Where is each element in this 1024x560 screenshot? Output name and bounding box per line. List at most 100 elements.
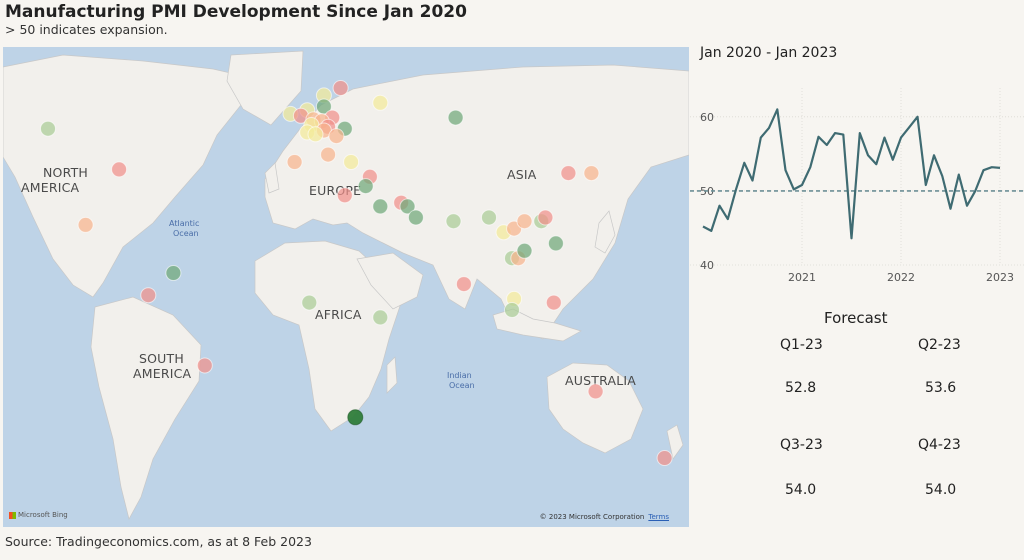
pmi-marker-50[interactable] bbox=[583, 165, 600, 182]
pmi-point-2022-05[interactable] bbox=[932, 153, 937, 158]
pmi-marker-55[interactable] bbox=[656, 450, 673, 466]
x-tick-label-2: 2023 bbox=[986, 271, 1014, 284]
pmi-marker-6[interactable] bbox=[332, 80, 349, 96]
pmi-point-2022-08[interactable] bbox=[956, 172, 961, 177]
pmi-point-2021-07[interactable] bbox=[849, 236, 854, 241]
line-chart-title: Jan 2020 - Jan 2023 bbox=[700, 45, 838, 61]
label-south-america-2: AMERICA bbox=[133, 366, 192, 381]
pmi-point-2022-01[interactable] bbox=[899, 135, 904, 140]
forecast-q4-value: 54.0 bbox=[925, 482, 957, 498]
pmi-point-2020-04[interactable] bbox=[725, 217, 730, 222]
pmi-marker-49[interactable] bbox=[560, 165, 577, 182]
pmi-marker-28[interactable] bbox=[336, 187, 353, 204]
pmi-point-2020-11[interactable] bbox=[783, 168, 788, 173]
pmi-marker-48[interactable] bbox=[545, 294, 562, 311]
label-indian-2: Ocean bbox=[449, 381, 475, 390]
pmi-marker-1[interactable] bbox=[111, 161, 128, 178]
pmi-marker-21[interactable] bbox=[328, 128, 345, 145]
pmi-marker-34[interactable] bbox=[445, 213, 462, 230]
pmi-point-2020-05[interactable] bbox=[734, 187, 739, 192]
land-uk bbox=[264, 162, 280, 194]
pmi-point-2021-02[interactable] bbox=[808, 165, 813, 170]
map-copyright: © 2023 Microsoft Corporation Terms bbox=[540, 513, 669, 521]
pmi-marker-0[interactable] bbox=[40, 120, 56, 137]
pmi-marker-29[interactable] bbox=[372, 198, 389, 215]
pmi-point-2020-01[interactable] bbox=[701, 224, 706, 229]
pmi-marker-23[interactable] bbox=[286, 154, 303, 170]
pmi-point-2022-10[interactable] bbox=[973, 188, 978, 193]
pmi-marker-32[interactable] bbox=[407, 209, 424, 226]
pmi-marker-22[interactable] bbox=[372, 94, 389, 111]
pmi-marker-5[interactable] bbox=[196, 357, 213, 374]
pmi-marker-2[interactable] bbox=[77, 216, 94, 233]
pmi-marker-52[interactable] bbox=[372, 309, 389, 326]
world-map-svg: NORTH AMERICA SOUTH AMERICA EUROPE ASIA … bbox=[3, 50, 689, 520]
pmi-marker-35[interactable] bbox=[455, 276, 472, 293]
pmi-point-2022-11[interactable] bbox=[981, 168, 986, 173]
pmi-point-2020-03[interactable] bbox=[717, 203, 722, 208]
pmi-series-line bbox=[702, 108, 1001, 240]
pmi-point-2022-06[interactable] bbox=[940, 174, 945, 179]
pmi-point-2020-06[interactable] bbox=[742, 160, 747, 165]
pmi-point-2020-12[interactable] bbox=[791, 187, 796, 192]
pmi-marker-24[interactable] bbox=[320, 146, 337, 163]
pmi-point-2020-10[interactable] bbox=[775, 107, 780, 112]
pmi-marker-42[interactable] bbox=[516, 242, 533, 259]
land-north-america bbox=[3, 54, 249, 298]
pmi-point-2022-02[interactable] bbox=[907, 125, 912, 130]
land-masses bbox=[3, 50, 689, 520]
land-arabia bbox=[356, 252, 424, 310]
pmi-point-2020-02[interactable] bbox=[709, 228, 714, 233]
forecast-q2-value: 53.6 bbox=[925, 380, 957, 396]
pmi-point-2022-03[interactable] bbox=[915, 114, 920, 119]
forecast-title: Forecast bbox=[824, 309, 888, 327]
pmi-point-2021-08[interactable] bbox=[857, 131, 862, 136]
pmi-marker-4[interactable] bbox=[140, 287, 157, 304]
pmi-marker-3[interactable] bbox=[165, 265, 182, 281]
pmi-point-2020-09[interactable] bbox=[767, 125, 772, 130]
bing-logo: Microsoft Bing bbox=[9, 511, 68, 519]
pmi-marker-25[interactable] bbox=[343, 154, 360, 170]
pmi-point-2021-03[interactable] bbox=[816, 134, 821, 139]
pmi-point-2022-09[interactable] bbox=[965, 203, 970, 208]
label-atlantic-2: Ocean bbox=[173, 229, 199, 238]
pmi-marker-20[interactable] bbox=[307, 126, 324, 143]
pmi-marker-41[interactable] bbox=[516, 213, 533, 230]
bing-logo-text: Microsoft Bing bbox=[18, 511, 68, 519]
pmi-point-2020-07[interactable] bbox=[750, 178, 755, 183]
pmi-point-2023-01[interactable] bbox=[998, 165, 1003, 170]
pmi-marker-45[interactable] bbox=[547, 235, 564, 252]
pmi-marker-27[interactable] bbox=[357, 178, 374, 195]
pmi-point-2021-09[interactable] bbox=[866, 153, 871, 158]
pmi-point-2021-11[interactable] bbox=[882, 135, 887, 140]
pmi-marker-47[interactable] bbox=[504, 302, 520, 318]
pmi-point-2021-04[interactable] bbox=[824, 142, 829, 147]
pmi-marker-53[interactable] bbox=[347, 409, 364, 426]
world-map[interactable]: NORTH AMERICA SOUTH AMERICA EUROPE ASIA … bbox=[3, 47, 689, 527]
pmi-point-2021-06[interactable] bbox=[841, 132, 846, 137]
source-note: Source: Tradingeconomics.com, as at 8 Fe… bbox=[5, 534, 312, 549]
pmi-point-2020-08[interactable] bbox=[758, 135, 763, 140]
pmi-marker-51[interactable] bbox=[301, 294, 318, 311]
pmi-marker-36[interactable] bbox=[481, 209, 497, 226]
pmi-point-2021-10[interactable] bbox=[874, 162, 879, 167]
land-new-zealand bbox=[666, 424, 684, 460]
pmi-series-points bbox=[701, 107, 1003, 241]
label-africa: AFRICA bbox=[315, 307, 362, 322]
y-tick-label-0: 40 bbox=[700, 259, 714, 272]
pmi-point-2021-01[interactable] bbox=[800, 182, 805, 187]
pmi-marker-54[interactable] bbox=[587, 383, 604, 400]
pmi-point-2022-07[interactable] bbox=[948, 206, 953, 211]
x-tick-label-0: 2021 bbox=[788, 271, 816, 284]
pmi-marker-31[interactable] bbox=[399, 198, 416, 215]
pmi-point-2021-12[interactable] bbox=[890, 157, 895, 162]
pmi-point-2022-04[interactable] bbox=[923, 182, 928, 187]
pmi-point-2021-05[interactable] bbox=[833, 131, 838, 136]
terms-link[interactable]: Terms bbox=[648, 513, 669, 521]
pmi-marker-44[interactable] bbox=[537, 209, 554, 226]
forecast-q1-label: Q1-23 bbox=[780, 337, 823, 353]
pmi-point-2022-12[interactable] bbox=[989, 165, 994, 170]
pmi-marker-33[interactable] bbox=[447, 109, 464, 126]
forecast-q1-value: 52.8 bbox=[785, 380, 817, 396]
